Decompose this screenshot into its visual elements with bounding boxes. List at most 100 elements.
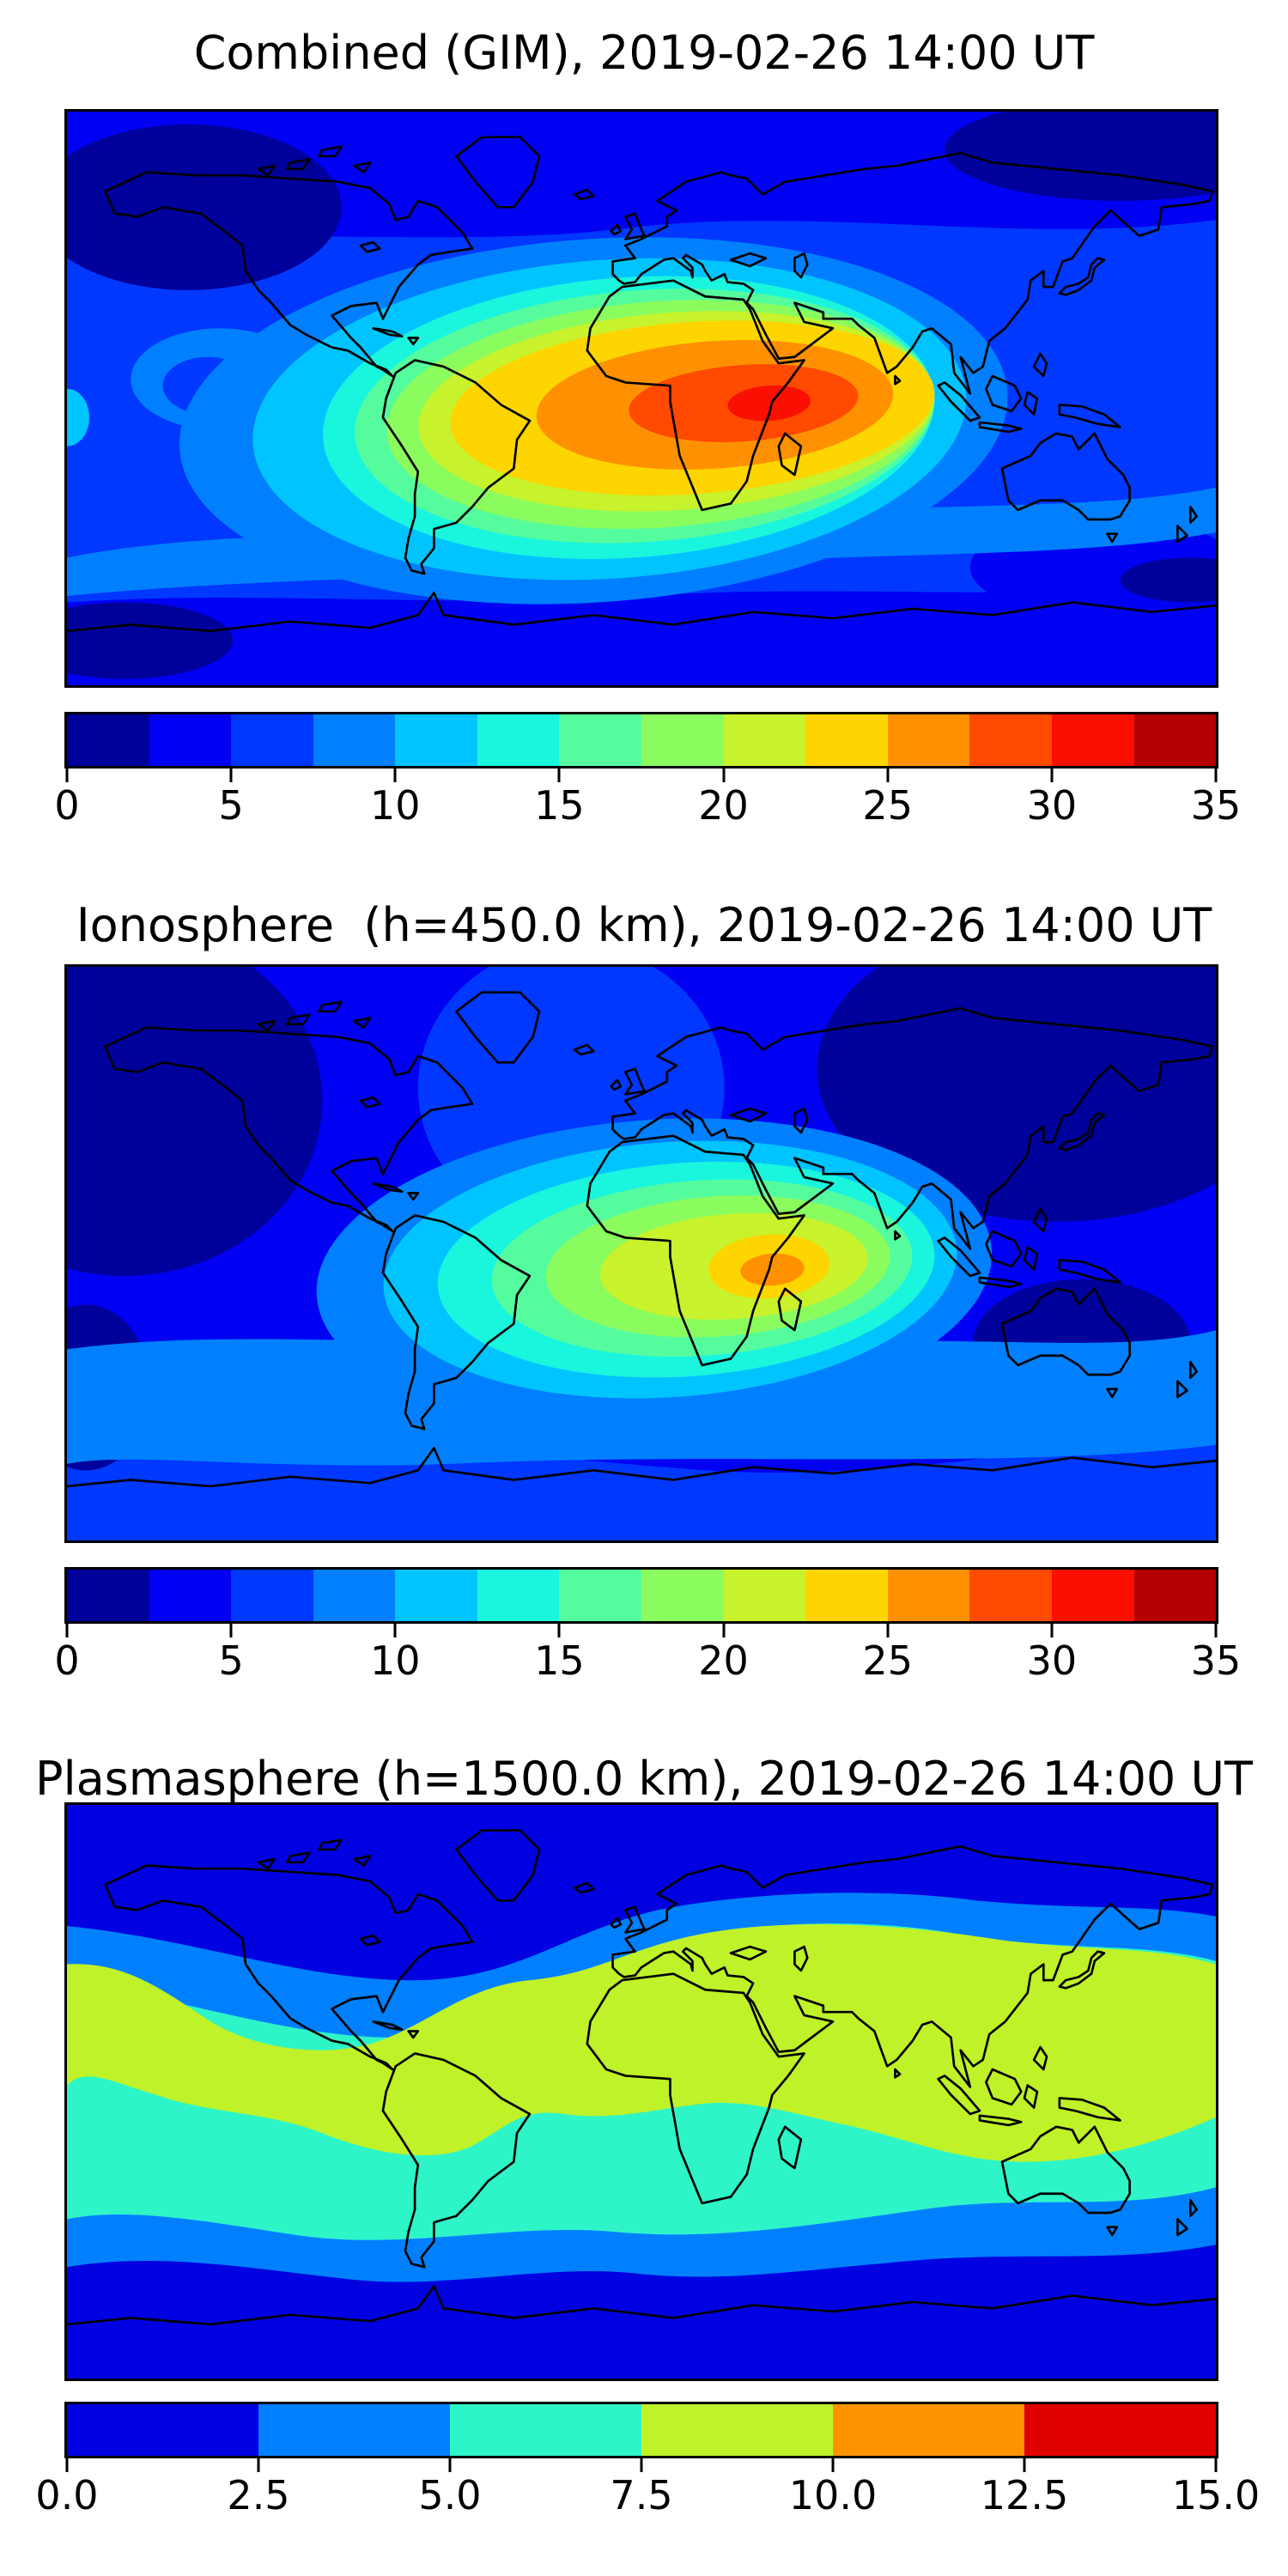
colorbar-tick-mark [257,2458,260,2472]
colorbar-segment [887,1570,970,1621]
colorbar-tick-mark [65,769,69,782]
panel-title-ionosphere: Ionosphere (h=450.0 km), 2019-02-26 14:0… [76,898,1212,952]
colorbar-ticks [65,769,1218,782]
colorbar-tick-label: 5.0 [418,2472,482,2518]
colorbar-combined: 0 5 10 15 20 25 30 35 [54,712,1241,830]
colorbar-tick-label: 15.0 [1171,2472,1261,2518]
colorbar-tick-mark [1050,1624,1054,1637]
colorbar-tick-mark [1050,769,1054,782]
colorbar-tick-mark [1214,769,1218,782]
colorbar-segment [67,1570,149,1621]
map-combined [64,109,1218,688]
colorbar-labels: 0.0 2.5 5.0 7.5 10.0 12.5 15.0 [35,2472,1260,2520]
colorbar-tick-mark [1214,1624,1218,1637]
colorbar-segment [313,714,396,766]
colorbar-segment [231,1570,313,1621]
colorbar-segment [313,1570,396,1621]
colorbar-tick-mark [229,1624,233,1637]
colorbar-tick-label: 10.0 [788,2472,878,2518]
colorbar-tick-mark [448,2458,452,2472]
colorbar-segment [805,1570,888,1621]
colorbar-tick-label: 2.5 [227,2472,290,2518]
colorbar-tick-mark [886,1624,890,1637]
colorbar-ticks [65,1624,1218,1637]
colorbar-tick-label: 10 [370,1637,421,1684]
colorbar-segment [395,1570,477,1621]
colorbar-segment [887,714,970,766]
colorbar-tick-mark [65,2458,69,2472]
colorbar-segment [149,714,232,766]
colorbar-tick-label: 25 [862,1637,913,1684]
colorbar-tick-label: 0.0 [35,2472,99,2518]
colorbar-tick-mark [722,769,726,782]
world-map-ionosphere [67,967,1216,1540]
colorbar-tick-mark [393,769,397,782]
colorbar-tick-mark [1214,2458,1218,2472]
colorbar-tick-mark [831,2458,835,2472]
colorbar-tick-mark [1023,2458,1026,2472]
colorbar-tick-mark [229,769,233,782]
colorbar-segment [1133,1570,1217,1621]
colorbar-segment [833,2404,1024,2456]
colorbar-segment [1024,2404,1216,2456]
colorbar-tick-label: 25 [862,782,913,829]
colorbar-segment [559,1570,642,1621]
colorbar-tick-label: 35 [1190,782,1242,829]
colorbar-segment [1051,714,1134,766]
colorbar-tick-label: 12.5 [980,2472,1069,2518]
map-ionosphere [64,964,1218,1543]
colorbar-tick-label: 15 [534,1637,585,1684]
colorbar-segment [1133,714,1217,766]
colorbar-segment [395,714,477,766]
colorbar-segments [64,712,1218,769]
colorbar-tick-label: 5 [218,782,244,829]
colorbar-segment [969,1570,1052,1621]
colorbar-segment [67,2404,258,2456]
colorbar-tick-mark [886,769,890,782]
panel-title-combined: Combined (GIM), 2019-02-26 14:00 UT [193,26,1095,80]
colorbar-segment [1051,1570,1134,1621]
panel-title-plasmasphere: Plasmasphere (h=1500.0 km), 2019-02-26 1… [35,1752,1253,1806]
colorbar-tick-mark [557,1624,561,1637]
colorbar-segment [450,2404,641,2456]
colorbar-plasmasphere: 0.0 2.5 5.0 7.5 10.0 12.5 15.0 [35,2402,1260,2520]
colorbar-tick-label: 15 [534,782,585,829]
colorbar-segment [805,714,888,766]
colorbar-segment [258,2404,450,2456]
colorbar-segment [641,2404,833,2456]
colorbar-labels: 0 5 10 15 20 25 30 35 [54,782,1241,830]
colorbar-segment [641,1570,724,1621]
colorbar-segment [723,1570,806,1621]
colorbar-tick-label: 30 [1026,782,1078,829]
colorbar-segments [64,2402,1218,2458]
colorbar-segment [969,714,1052,766]
colorbar-tick-label: 35 [1190,1637,1242,1684]
colorbar-segment [67,714,149,766]
colorbar-segment [149,1570,232,1621]
map-plasmasphere [64,1802,1218,2381]
colorbar-segment [477,1570,560,1621]
colorbar-tick-mark [65,1624,69,1637]
colorbar-tick-label: 20 [698,1637,749,1684]
colorbar-ionosphere: 0 5 10 15 20 25 30 35 [54,1567,1241,1686]
colorbar-tick-label: 20 [698,782,749,829]
colorbar-labels: 0 5 10 15 20 25 30 35 [54,1637,1241,1686]
colorbar-tick-mark [557,769,561,782]
colorbar-segment [559,714,642,766]
colorbar-tick-label: 7.5 [610,2472,673,2518]
colorbar-segment [231,714,313,766]
colorbar-tick-mark [722,1624,726,1637]
colorbar-ticks [65,2458,1218,2472]
colorbar-tick-label: 0 [54,782,80,829]
colorbar-tick-mark [393,1624,397,1637]
colorbar-segment [477,714,560,766]
colorbar-tick-label: 0 [54,1637,80,1684]
colorbar-tick-label: 5 [218,1637,244,1684]
colorbar-segment [723,714,806,766]
colorbar-tick-mark [640,2458,643,2472]
world-map-plasmasphere [67,1805,1216,2379]
colorbar-tick-label: 10 [370,782,421,829]
world-map-combined [67,112,1216,685]
colorbar-segments [64,1567,1218,1624]
